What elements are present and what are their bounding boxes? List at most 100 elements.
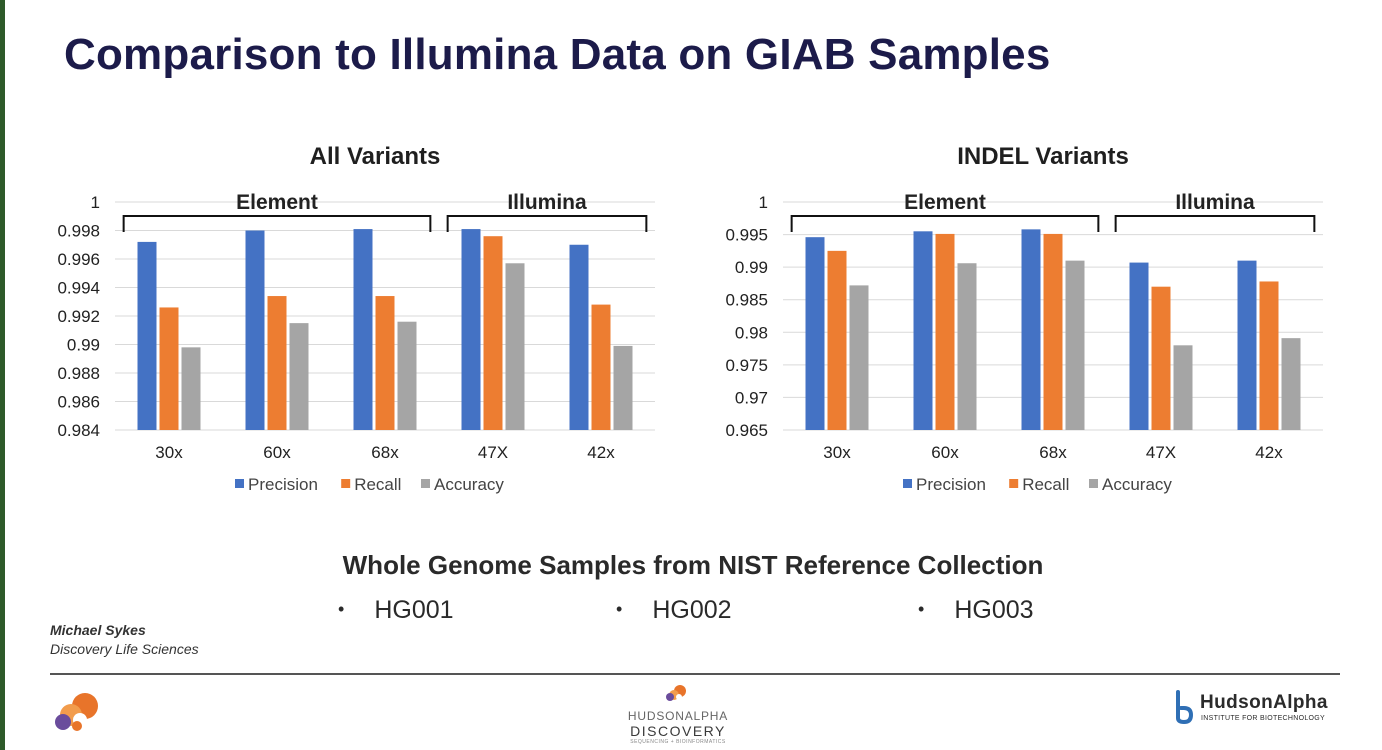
- hudsonalpha-mark-icon: [1176, 690, 1194, 725]
- hudsonalpha-institute-logo: HudsonAlpha INSTITUTE FOR BIOTECHNOLOGY: [1172, 690, 1347, 728]
- legend-label: Accuracy: [1102, 475, 1172, 494]
- bar-precision: [1237, 260, 1257, 430]
- bar-recall: [827, 250, 847, 430]
- y-tick-label: 1: [759, 193, 768, 212]
- bar-recall: [1043, 233, 1063, 430]
- legend-label: Recall: [1022, 475, 1069, 494]
- bar-accuracy: [1173, 345, 1193, 430]
- group-label: Illumina: [1175, 191, 1255, 214]
- y-tick-label: 0.984: [57, 421, 100, 440]
- y-tick-label: 0.97: [735, 388, 768, 407]
- legend-swatch: [341, 479, 351, 488]
- x-tick-label: 47X: [1146, 443, 1176, 462]
- bar-recall: [1259, 281, 1279, 430]
- bar-recall: [483, 236, 503, 430]
- group-label: Element: [904, 191, 986, 214]
- legend-swatch: [903, 479, 912, 488]
- chart-svg: All Variants 0.984 0.986 0.988 0.99 0.992 0.99…: [57, 143, 655, 494]
- y-tick-label: 0.998: [57, 222, 100, 241]
- left-edge-bar: [0, 0, 5, 750]
- y-tick-label: 0.985: [725, 291, 768, 310]
- legend-label: Precision: [248, 475, 318, 494]
- bar-precision: [1021, 229, 1041, 430]
- group-bracket: [446, 215, 648, 232]
- bullet-icon: •: [338, 599, 345, 619]
- bar-recall: [267, 296, 287, 430]
- y-tick-label: 1: [91, 193, 100, 212]
- footer-divider: [50, 673, 1340, 675]
- bar-recall: [375, 296, 395, 430]
- x-tick-label: 68x: [1039, 443, 1067, 462]
- y-tick-label: 0.98: [735, 323, 768, 342]
- bar-accuracy: [957, 263, 977, 430]
- hudsonalpha-discovery-logo: HUDSONALPHA DISCOVERY SEQUENCING + BIOIN…: [610, 684, 746, 746]
- bar-recall: [1151, 286, 1171, 430]
- bar-recall: [935, 233, 955, 430]
- bar-recall: [159, 307, 179, 430]
- bar-accuracy: [181, 347, 201, 430]
- bar-precision: [569, 244, 589, 430]
- y-tick-label: 0.986: [57, 393, 100, 412]
- y-tick-label: 0.994: [57, 279, 100, 298]
- x-tick-label: 30x: [155, 443, 183, 462]
- x-tick-label: 68x: [371, 443, 399, 462]
- legend-swatch: [421, 479, 430, 488]
- y-tick-label: 0.975: [725, 356, 768, 375]
- bar-accuracy: [505, 263, 525, 430]
- x-tick-label: 47X: [478, 443, 508, 462]
- x-tick-label: 30x: [823, 443, 851, 462]
- legend-swatch: [235, 479, 244, 488]
- bar-precision: [913, 231, 933, 430]
- discovery-mark-icon: [666, 685, 686, 701]
- group-label: Illumina: [507, 191, 587, 214]
- group-bracket: [790, 215, 1100, 232]
- chart-title: All Variants: [310, 143, 441, 170]
- discovery-logo-icon: [52, 690, 104, 732]
- y-tick-label: 0.996: [57, 250, 100, 269]
- bar-accuracy: [849, 285, 869, 430]
- group-bracket: [122, 215, 432, 232]
- bar-precision: [137, 241, 157, 430]
- chart-all-variants: All Variants 0.984 0.986 0.988 0.99 0.992 0.99…: [40, 135, 690, 515]
- x-tick-label: 60x: [931, 443, 959, 462]
- group-bracket: [1114, 215, 1316, 232]
- bar-accuracy: [613, 345, 633, 430]
- x-tick-label: 42x: [587, 443, 615, 462]
- sample-item: • HG003: [918, 596, 1034, 625]
- y-tick-label: 0.99: [735, 258, 768, 277]
- sample-list: • HG001 • HG002 • HG003: [0, 596, 1382, 630]
- y-tick-label: 0.99: [67, 336, 100, 355]
- y-tick-label: 0.965: [725, 421, 768, 440]
- legend-label: Accuracy: [434, 475, 504, 494]
- samples-subtitle: Whole Genome Samples from NIST Reference…: [342, 550, 1044, 580]
- sample-item: • HG001: [338, 596, 454, 625]
- sample-item: • HG002: [616, 596, 732, 625]
- bullet-icon: •: [918, 599, 925, 619]
- chart-svg: INDEL Variants 0.965 0.97 0.975 0.98 0.985 0.9…: [725, 143, 1323, 494]
- group-label: Element: [236, 191, 318, 214]
- bar-accuracy: [1065, 260, 1085, 430]
- bar-recall: [591, 304, 611, 430]
- bar-precision: [805, 237, 825, 430]
- sample-label: HG001: [374, 596, 454, 624]
- chart-title: INDEL Variants: [957, 143, 1129, 170]
- bar-precision: [245, 230, 265, 430]
- bar-precision: [461, 229, 481, 430]
- x-tick-label: 42x: [1255, 443, 1283, 462]
- bar-precision: [1129, 262, 1149, 430]
- legend-swatch: [1009, 479, 1019, 488]
- chart-indel-variants: INDEL Variants 0.965 0.97 0.975 0.98 0.985 0.9…: [708, 135, 1358, 515]
- x-tick-label: 60x: [263, 443, 291, 462]
- logo-line-discovery: DISCOVERY: [630, 723, 726, 739]
- presenter-credit: Michael Sykes Discovery Life Sciences: [50, 622, 199, 657]
- sample-label: HG003: [954, 596, 1034, 624]
- bar-accuracy: [1281, 338, 1301, 430]
- legend-swatch: [1089, 479, 1098, 488]
- logo-line-hudsonalpha: HUDSONALPHA: [627, 709, 729, 723]
- bar-accuracy: [397, 321, 417, 430]
- logo-tagline: SEQUENCING + BIOINFORMATICS: [630, 739, 726, 745]
- bullet-icon: •: [616, 599, 623, 619]
- presenter-organization: Discovery Life Sciences: [50, 641, 199, 657]
- sample-label: HG002: [652, 596, 732, 624]
- legend-label: Precision: [916, 475, 986, 494]
